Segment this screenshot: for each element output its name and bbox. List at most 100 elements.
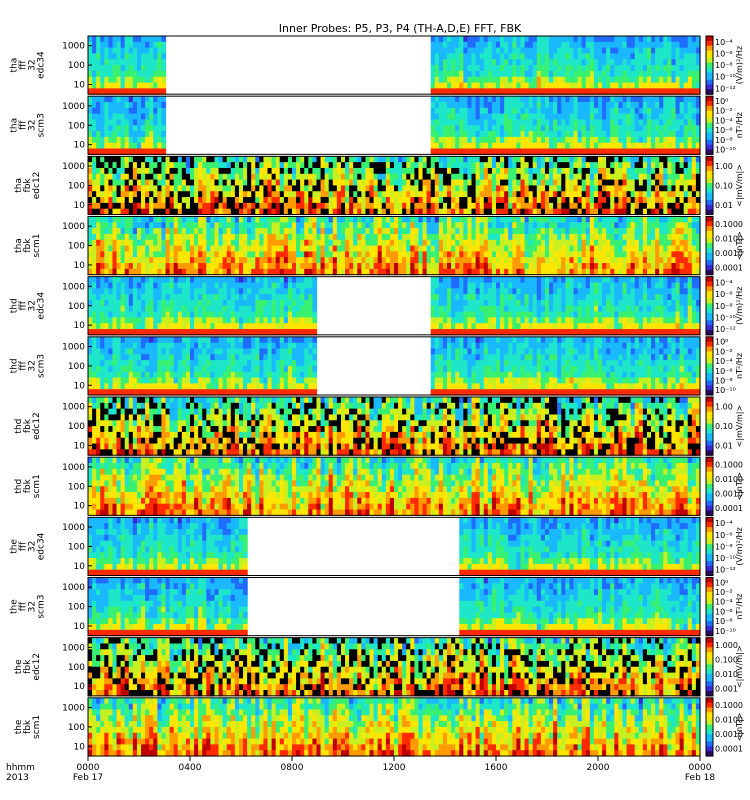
spectrogram-cell: [442, 268, 448, 276]
spectrogram-cell: [471, 233, 477, 241]
spectrogram-cell: [141, 156, 146, 163]
spectrogram-cell: [528, 65, 534, 72]
spectrogram-cell: [275, 156, 281, 163]
spectrogram-cell: [687, 47, 693, 55]
spectrogram-cell: [651, 228, 656, 235]
spectrogram-cell: [455, 142, 460, 150]
spectrogram-cell: [373, 239, 379, 247]
spectrogram-cell: [149, 162, 154, 169]
spectrogram-cell: [581, 101, 587, 109]
spectrogram-cell: [108, 317, 114, 324]
spectrogram-cell: [626, 41, 632, 49]
spectrogram-cell: [549, 268, 554, 276]
spectrogram-cell: [463, 245, 469, 252]
spectrogram-cell: [646, 208, 652, 216]
spectrogram-cell: [251, 228, 256, 235]
spectrogram-cell: [296, 185, 301, 192]
spectrogram-cell: [655, 228, 660, 235]
spectrogram-cell: [336, 245, 342, 252]
spectrogram-cell: [357, 268, 362, 276]
spectrogram-cell: [287, 179, 293, 187]
spectrogram-cell: [622, 228, 628, 235]
spectrogram-cell: [88, 216, 93, 223]
spectrogram-cell: [308, 251, 313, 258]
spectrogram-cell: [406, 162, 411, 169]
spectrogram-cell: [279, 245, 285, 252]
spectrogram-cell: [316, 162, 322, 169]
spectrogram-cell: [638, 268, 644, 276]
spectrogram-cell: [292, 173, 297, 181]
spectrogram-cell: [132, 202, 138, 210]
spectrogram-cell: [385, 197, 391, 204]
spectrogram-cell: [271, 233, 277, 241]
spectrogram-cell: [581, 228, 587, 235]
spectrogram-cell: [292, 216, 297, 223]
spectrogram-cell: [161, 36, 167, 43]
spectrogram-cell: [618, 257, 624, 264]
spectrogram-cell: [88, 76, 93, 84]
spectrogram-cell: [695, 70, 701, 78]
spectrogram-cell: [655, 70, 660, 78]
spectrogram-cell: [332, 167, 338, 175]
spectrogram-cell: [553, 228, 558, 235]
spectrogram-cell: [540, 263, 546, 270]
spectrogram-cell: [190, 216, 195, 223]
spectrogram-cell: [116, 245, 122, 252]
spectrogram-cell: [516, 179, 522, 187]
spectrogram-cell: [683, 268, 689, 276]
spectrogram-cell: [328, 268, 334, 276]
spectrogram-cell: [247, 156, 252, 163]
spectrogram-cell: [536, 96, 542, 103]
spectrogram-cell: [226, 167, 232, 175]
spectrogram-cell: [504, 96, 509, 103]
spectrogram-cell: [646, 173, 652, 181]
spectrogram-cell: [185, 173, 191, 181]
spectrogram-cell: [638, 208, 644, 216]
spectrogram-cell: [206, 208, 211, 216]
spectrogram-cell: [516, 197, 522, 204]
spectrogram-cell: [141, 82, 146, 89]
spectrogram-cell: [287, 156, 293, 163]
spectrogram-cell: [149, 113, 154, 121]
spectrogram-cell: [136, 148, 142, 155]
spectrogram-cell: [198, 167, 203, 175]
spectrogram-cell: [88, 329, 93, 336]
spectrogram-cell: [663, 96, 668, 103]
spectrogram-cell: [544, 70, 550, 78]
spectrogram-cell: [581, 82, 587, 89]
spectrogram-cell: [336, 257, 342, 264]
spectrogram-cell: [618, 263, 624, 270]
spectrogram-cell: [136, 257, 142, 264]
spectrogram-cell: [96, 329, 101, 336]
spectrogram-cell: [536, 216, 542, 223]
spectrogram-cell: [259, 179, 265, 187]
spectrogram-cell: [447, 136, 452, 144]
spectrogram-cell: [618, 101, 624, 109]
spectrogram-cell: [642, 268, 648, 276]
spectrogram-cell: [128, 59, 134, 66]
spectrogram-cell: [430, 125, 436, 132]
spectrogram-cell: [112, 96, 118, 103]
spectrogram-cell: [271, 216, 277, 223]
spectrogram-cell: [671, 119, 677, 126]
spectrogram-cell: [565, 239, 571, 247]
spectrogram-cell: [116, 65, 122, 72]
spectrogram-cell: [675, 239, 681, 247]
spectrogram-cell: [524, 76, 530, 84]
spectrogram-cell: [536, 173, 542, 181]
spectrogram-cell: [132, 179, 138, 187]
spectrogram-cell: [585, 245, 591, 252]
spectrogram-cell: [565, 263, 571, 270]
spectrogram-cell: [345, 197, 350, 204]
spectrogram-cell: [459, 251, 464, 258]
spectrogram-cell: [100, 282, 105, 289]
colorbar-tick-label: 0.0010: [715, 249, 743, 258]
spectrogram-cell: [422, 202, 428, 210]
spectrogram-cell: [504, 228, 509, 235]
spectrogram-cell: [479, 101, 485, 109]
spectrogram-cell: [679, 162, 685, 169]
spectrogram-cell: [589, 222, 595, 229]
spectrogram-cell: [508, 125, 513, 132]
spectrogram-cell: [438, 156, 444, 163]
spectrogram-cell: [683, 113, 689, 121]
